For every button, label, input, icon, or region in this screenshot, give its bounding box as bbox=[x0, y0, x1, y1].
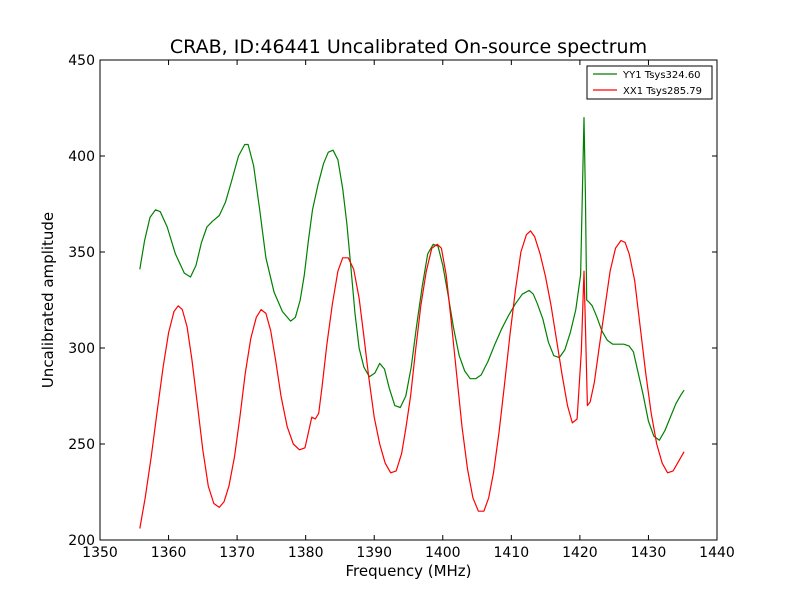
y-axis-label: Uncalibrated amplitude bbox=[39, 212, 57, 388]
legend-label-2: XX1 Tsys285.79 bbox=[623, 86, 702, 97]
y-tick-label: 250 bbox=[68, 437, 95, 453]
y-tick-label: 200 bbox=[68, 533, 95, 549]
series-line-2 bbox=[139, 230, 685, 529]
x-tick-label: 1420 bbox=[562, 545, 598, 561]
legend-label-1: YY1 Tsys324.60 bbox=[622, 70, 701, 81]
legend-box bbox=[586, 65, 713, 100]
x-axis-label: Frequency (MHz) bbox=[345, 562, 471, 580]
x-tick-label: 1400 bbox=[425, 545, 461, 561]
plot-area bbox=[100, 60, 717, 540]
x-tick-label: 1380 bbox=[288, 545, 324, 561]
series-layer bbox=[139, 116, 685, 529]
ticks-layer: 1350 1360 1370 1380 1390 1400 1410 1420 1430 1440… bbox=[68, 53, 735, 561]
y-tick-label: 350 bbox=[68, 245, 95, 261]
plot-frame bbox=[99, 59, 718, 541]
x-tick-label: 1350 bbox=[82, 545, 118, 561]
y-tick-label: 300 bbox=[68, 341, 95, 357]
series-line-1 bbox=[139, 116, 685, 441]
x-tick-label: 1440 bbox=[699, 545, 735, 561]
y-tick-label: 450 bbox=[68, 53, 95, 69]
x-tick-label: 1370 bbox=[219, 545, 255, 561]
x-tick-label: 1430 bbox=[631, 545, 667, 561]
x-tick-label: 1410 bbox=[494, 545, 530, 561]
legend: YY1 Tsys324.60 XX1 Tsys285.79 bbox=[586, 65, 713, 100]
y-tick-label: 400 bbox=[68, 149, 95, 165]
x-tick-label: 1360 bbox=[151, 545, 187, 561]
x-tick-label: 1390 bbox=[356, 545, 392, 561]
chart-title: CRAB, ID:46441 Uncalibrated On-source sp… bbox=[170, 36, 647, 58]
